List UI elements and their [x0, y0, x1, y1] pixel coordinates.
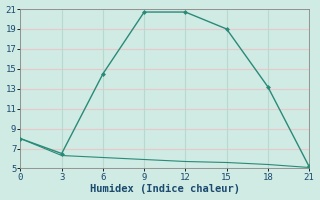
X-axis label: Humidex (Indice chaleur): Humidex (Indice chaleur) [90, 184, 240, 194]
